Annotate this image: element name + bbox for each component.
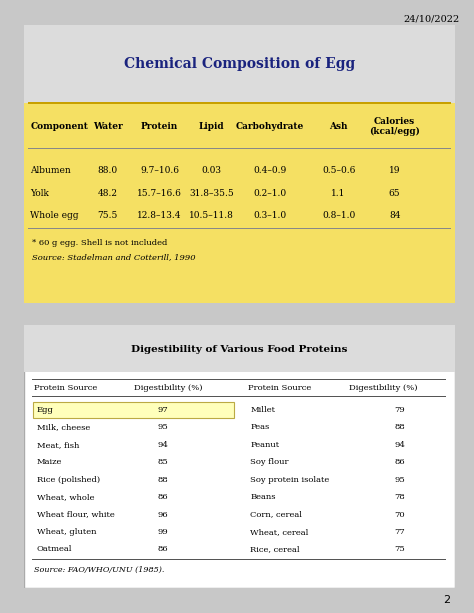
Text: Source: Stadelman and Cotterill, 1990: Source: Stadelman and Cotterill, 1990 (32, 253, 196, 261)
Text: 0.2–1.0: 0.2–1.0 (253, 189, 286, 198)
Text: 95: 95 (395, 476, 405, 484)
Text: 48.2: 48.2 (98, 189, 118, 198)
Text: 12.8–13.4: 12.8–13.4 (137, 211, 182, 220)
Text: Lipid: Lipid (199, 122, 224, 131)
Text: 94: 94 (157, 441, 168, 449)
Text: Peanut: Peanut (250, 441, 279, 449)
Text: Maize: Maize (36, 459, 62, 466)
Bar (24, 102, 455, 303)
Text: 97: 97 (157, 406, 168, 414)
Text: 88: 88 (157, 476, 168, 484)
Text: Wheat, gluten: Wheat, gluten (36, 528, 96, 536)
Text: Rice, cereal: Rice, cereal (250, 546, 300, 554)
Text: 88.0: 88.0 (98, 167, 118, 175)
Bar (24, 25, 455, 102)
Text: Wheat, cereal: Wheat, cereal (250, 528, 309, 536)
Bar (33, 402, 234, 417)
Text: 95: 95 (157, 424, 168, 432)
Bar (32, 396, 447, 397)
Text: Rice (polished): Rice (polished) (36, 476, 100, 484)
Text: 78: 78 (395, 493, 405, 501)
Bar (24, 325, 455, 372)
Text: 1.1: 1.1 (331, 189, 346, 198)
Text: 31.8–35.5: 31.8–35.5 (189, 189, 234, 198)
Text: 24/10/2022: 24/10/2022 (403, 14, 460, 23)
Text: 94: 94 (395, 441, 406, 449)
Text: 85: 85 (157, 459, 168, 466)
Text: 77: 77 (395, 528, 405, 536)
Text: 96: 96 (157, 511, 168, 519)
Text: Water: Water (93, 122, 123, 131)
Text: 0.5–0.6: 0.5–0.6 (322, 167, 356, 175)
Text: Peas: Peas (250, 424, 269, 432)
Text: Milk, cheese: Milk, cheese (36, 424, 90, 432)
Text: 84: 84 (389, 211, 401, 220)
Text: * 60 g egg. Shell is not included: * 60 g egg. Shell is not included (32, 240, 168, 248)
Text: Ash: Ash (329, 122, 348, 131)
Text: 9.7–10.6: 9.7–10.6 (140, 167, 179, 175)
Text: 86: 86 (395, 459, 405, 466)
Text: 0.3–1.0: 0.3–1.0 (253, 211, 286, 220)
Text: Whole egg: Whole egg (30, 211, 79, 220)
Text: 75: 75 (395, 546, 405, 554)
Text: Egg: Egg (36, 406, 54, 414)
Text: Protein Source: Protein Source (35, 384, 98, 392)
Text: 86: 86 (157, 493, 168, 501)
Text: 0.4–0.9: 0.4–0.9 (253, 167, 286, 175)
Text: Albumen: Albumen (30, 167, 71, 175)
Text: Chemical Composition of Egg: Chemical Composition of Egg (124, 56, 355, 70)
Text: Carbohydrate: Carbohydrate (236, 122, 304, 131)
Text: 0.03: 0.03 (201, 167, 221, 175)
Text: 79: 79 (395, 406, 405, 414)
Text: Wheat flour, white: Wheat flour, white (36, 511, 114, 519)
Text: Yolk: Yolk (30, 189, 49, 198)
Text: Wheat, whole: Wheat, whole (36, 493, 94, 501)
Text: Protein: Protein (141, 122, 178, 131)
Text: 86: 86 (157, 546, 168, 554)
Text: Source: FAO/WHO/UNU (1985).: Source: FAO/WHO/UNU (1985). (35, 566, 165, 574)
Text: 70: 70 (395, 511, 405, 519)
Text: 0.8–1.0: 0.8–1.0 (322, 211, 355, 220)
Text: Soy protein isolate: Soy protein isolate (250, 476, 329, 484)
Text: 88: 88 (395, 424, 405, 432)
Text: Meat, fish: Meat, fish (36, 441, 79, 449)
Text: Corn, cereal: Corn, cereal (250, 511, 302, 519)
Text: Oatmeal: Oatmeal (36, 546, 72, 554)
Text: 2: 2 (443, 595, 450, 605)
Text: 19: 19 (389, 167, 401, 175)
Text: Digestibility of Various Food Proteins: Digestibility of Various Food Proteins (131, 346, 347, 354)
Text: Beans: Beans (250, 493, 276, 501)
Bar (32, 379, 447, 380)
Text: Calories
(kcal/egg): Calories (kcal/egg) (369, 117, 420, 135)
Text: Soy flour: Soy flour (250, 459, 289, 466)
Bar (28, 228, 451, 229)
Text: 10.5–11.8: 10.5–11.8 (189, 211, 234, 220)
Text: Digestibility (%): Digestibility (%) (134, 384, 202, 392)
Text: 99: 99 (157, 528, 168, 536)
Text: Component: Component (30, 122, 88, 131)
Bar (28, 102, 451, 104)
Text: 15.7–16.6: 15.7–16.6 (137, 189, 182, 198)
Text: 75.5: 75.5 (98, 211, 118, 220)
Text: 65: 65 (389, 189, 401, 198)
Text: Millet: Millet (250, 406, 275, 414)
Text: Protein Source: Protein Source (248, 384, 311, 392)
Text: Digestibility (%): Digestibility (%) (349, 384, 418, 392)
